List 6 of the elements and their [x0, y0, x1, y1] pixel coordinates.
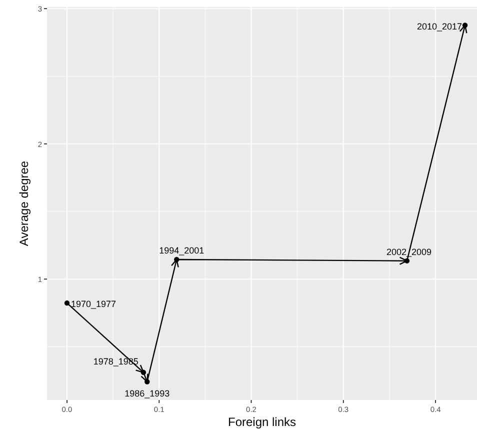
annotation: 1994_2001	[159, 245, 204, 256]
y-axis-title: Average degree	[17, 160, 31, 246]
annotation: 2010_2017	[416, 21, 462, 32]
x-axis-title: Foreign links	[228, 415, 296, 429]
annotation: 1970_1977	[70, 299, 116, 310]
annotation: 1986_1993	[124, 388, 170, 399]
